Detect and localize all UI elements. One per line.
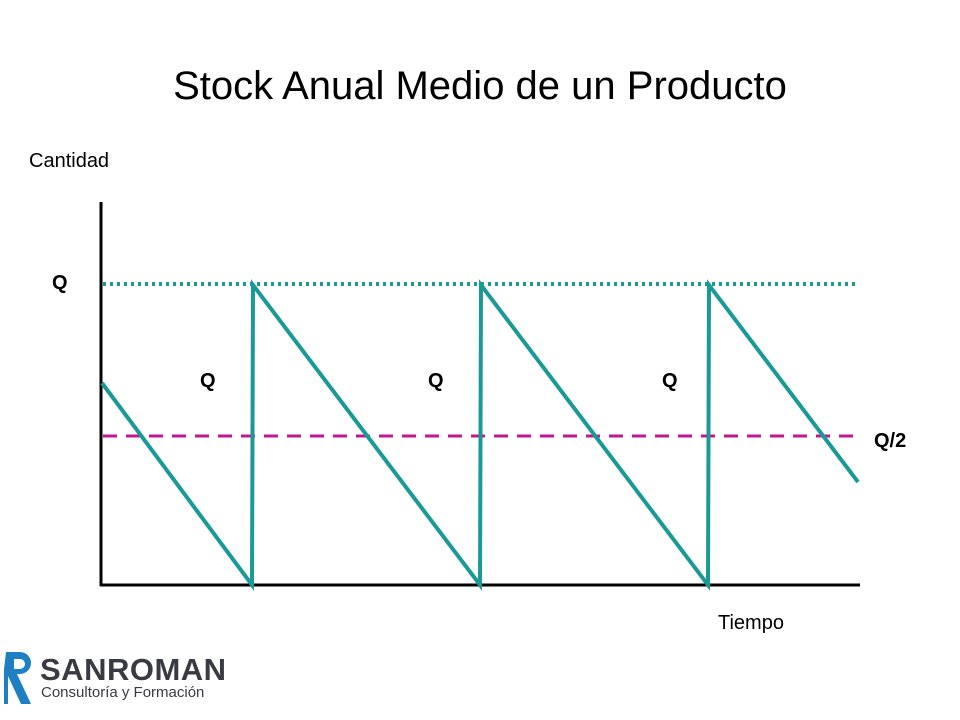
cycle-label-2: Q (428, 370, 444, 392)
x-axis-label: Tiempo (718, 612, 784, 634)
cycle-label-1: Q (200, 370, 216, 392)
max-level-label: Q (52, 272, 68, 294)
sanroman-logo-icon (4, 652, 31, 704)
average-level-label: Q/2 (874, 430, 907, 452)
logo-tagline: Consultoría y Formación (41, 684, 205, 701)
inventory-sawtooth-line (100, 279, 860, 592)
y-axis-label: Cantidad (29, 150, 110, 172)
logo-name: SANROMAN (40, 652, 227, 687)
page-title: Stock Anual Medio de un Producto (173, 64, 787, 108)
cycle-label-3: Q (662, 370, 678, 392)
